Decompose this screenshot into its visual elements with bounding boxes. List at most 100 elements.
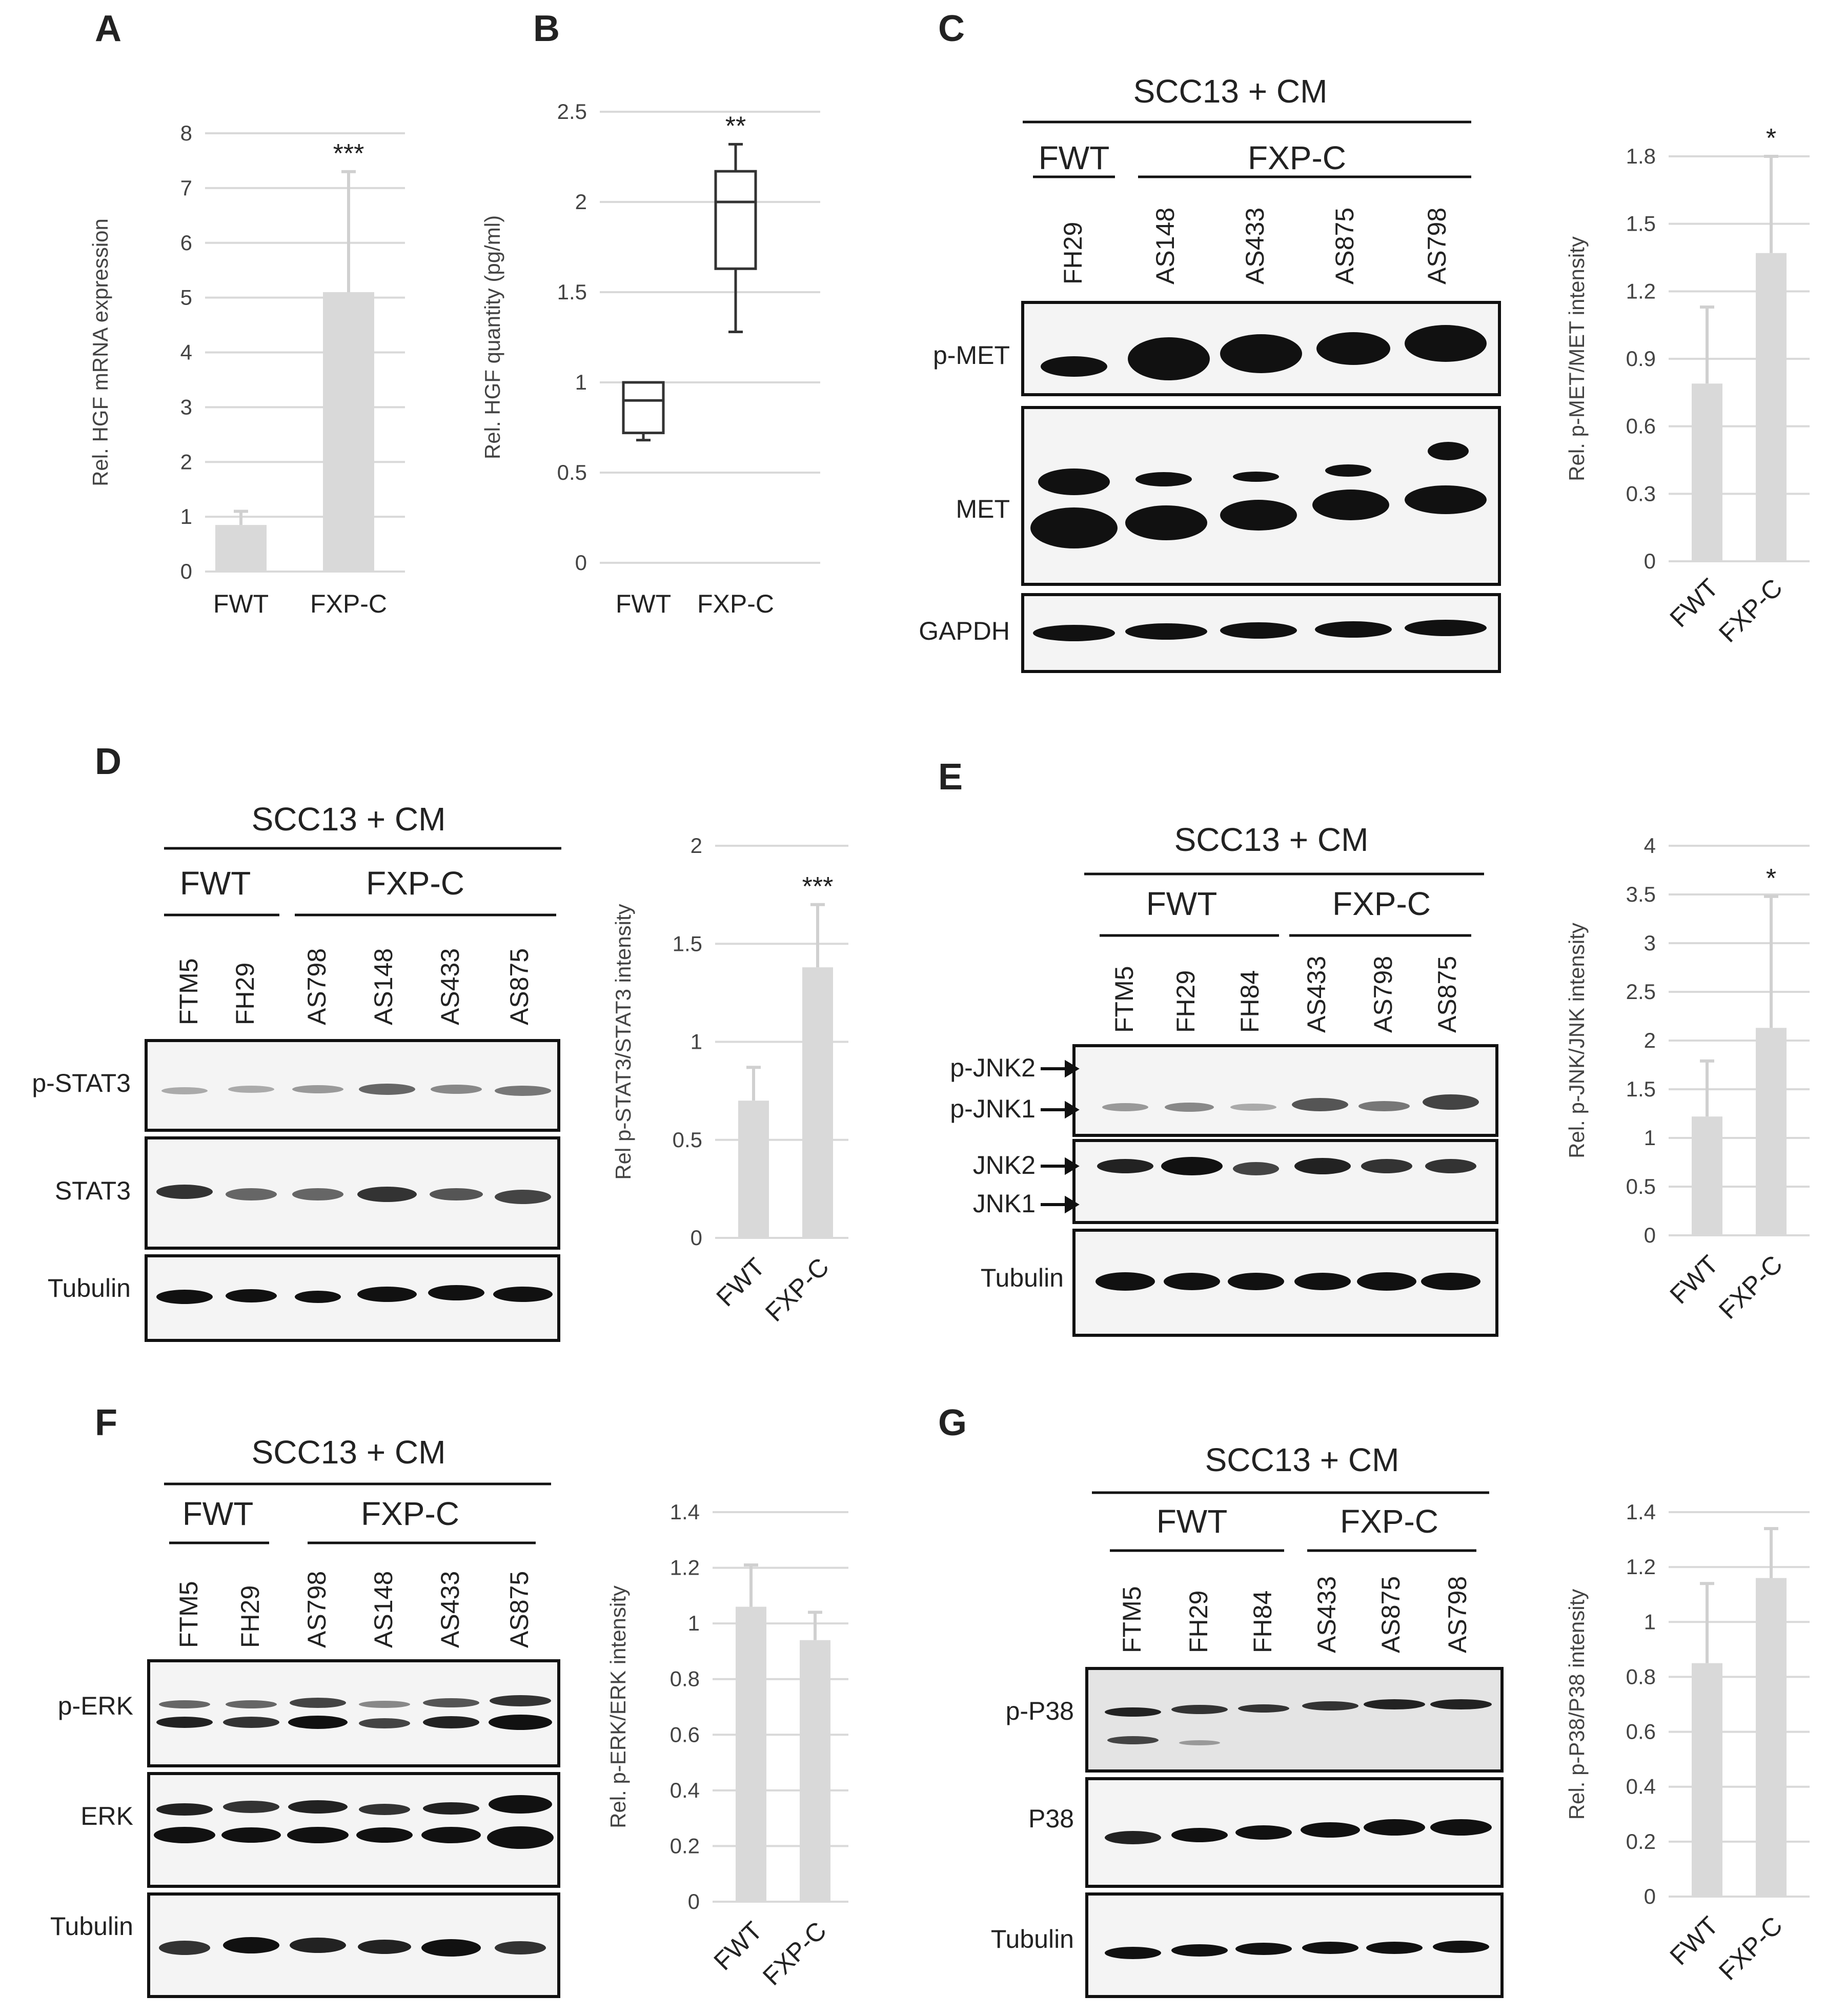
blot-c: SCC13 + CM FWT FXP-C FH29 AS148 AS433 AS… bbox=[919, 73, 1501, 673]
bar bbox=[1692, 383, 1722, 561]
error-bar bbox=[808, 1611, 822, 1640]
y-tick-label: 1.5 bbox=[673, 931, 702, 955]
y-tick-label: 0.5 bbox=[673, 1128, 702, 1152]
blot-g-lane-2: FH29 bbox=[1184, 1591, 1213, 1653]
x-category-label: FWT bbox=[1665, 573, 1724, 633]
bar bbox=[738, 1101, 769, 1238]
blot-e-header: SCC13 + CM bbox=[1174, 821, 1369, 858]
y-tick-label: 4 bbox=[1644, 833, 1656, 858]
x-category-label: FWT bbox=[708, 1916, 768, 1976]
blot-f-group-fxpc: FXP-C bbox=[361, 1495, 459, 1532]
y-tick-label: 0.6 bbox=[1626, 414, 1656, 438]
error-bar bbox=[1764, 155, 1778, 253]
y-tick-label: 1.2 bbox=[1626, 1555, 1656, 1579]
blot-g-protein-2: P38 bbox=[1028, 1804, 1074, 1833]
significance-marker: *** bbox=[802, 872, 834, 902]
significance-marker: * bbox=[1766, 124, 1776, 153]
blot-c-lane-5: AS798 bbox=[1423, 208, 1451, 284]
y-tick-label: 0.9 bbox=[1626, 347, 1656, 371]
error-bar bbox=[744, 1563, 758, 1607]
blot-f-lane-6: AS875 bbox=[505, 1571, 534, 1648]
blot-e-protein-4: JNK1 bbox=[973, 1189, 1036, 1218]
y-tick-label: 0.2 bbox=[1626, 1829, 1656, 1854]
y-tick-label: 0 bbox=[1644, 1223, 1656, 1247]
y-tick-label: 1.2 bbox=[1626, 279, 1656, 303]
significance-marker: *** bbox=[333, 139, 364, 169]
blot-c-lane-1: FH29 bbox=[1059, 222, 1087, 284]
y-tick-label: 1.2 bbox=[670, 1556, 700, 1580]
y-tick-label: 0 bbox=[575, 551, 587, 575]
blot-c-header: SCC13 + CM bbox=[1133, 73, 1328, 110]
blot-f-protein-3: Tubulin bbox=[50, 1912, 133, 1941]
chart-b: 0 0.5 1 1.5 2 2.5 Rel. HGF quantity (pg/ml) FWT… bbox=[480, 99, 820, 618]
x-category-label: FXP-C bbox=[1713, 573, 1788, 648]
blot-e-protein-2: p-JNK1 bbox=[950, 1094, 1036, 1123]
y-tick-label: 1.5 bbox=[1626, 212, 1656, 236]
panel-label-g: G bbox=[938, 1402, 967, 1443]
error-bar bbox=[1700, 306, 1714, 384]
bar bbox=[1692, 1116, 1722, 1235]
y-tick-label: 0.2 bbox=[670, 1834, 700, 1858]
blot-f-lane-2: FH29 bbox=[236, 1585, 265, 1648]
x-category-label: FWT bbox=[1665, 1250, 1724, 1309]
blot-g-protein-3: Tubulin bbox=[991, 1925, 1074, 1953]
blot-c-group-fwt: FWT bbox=[1039, 139, 1110, 176]
blot-c-protein-2: MET bbox=[956, 495, 1010, 523]
blot-c-lane-2: AS148 bbox=[1151, 208, 1180, 284]
blot-c-protein-1: p-MET bbox=[933, 341, 1010, 370]
panel-label-c: C bbox=[938, 8, 965, 49]
y-tick-label: 0.6 bbox=[1626, 1720, 1656, 1744]
chart-e: 0 0.5 1 1.5 2 2.5 3 3.5 4 Rel. p-JNK/JNK intensit… bbox=[1565, 833, 1810, 1325]
blot-e: SCC13 + CM FWT FXP-C FTM5 FH29 FH84 AS43… bbox=[950, 821, 1498, 1337]
box bbox=[714, 170, 757, 270]
y-tick-label: 0 bbox=[688, 1889, 700, 1913]
y-tick-label: 8 bbox=[180, 121, 192, 145]
blot-d-protein-2: STAT3 bbox=[55, 1176, 131, 1205]
box bbox=[622, 381, 665, 435]
x-category-label: FXP-C bbox=[1713, 1250, 1788, 1325]
x-category-label: FXP-C bbox=[310, 589, 387, 618]
y-tick-label: 1 bbox=[1644, 1126, 1656, 1150]
y-tick-label: 0.5 bbox=[557, 460, 587, 484]
y-tick-label: 1.5 bbox=[1626, 1077, 1656, 1101]
y-tick-label: 0.8 bbox=[670, 1667, 700, 1691]
y-axis-label: Rel p-STAT3/STAT3 intensity bbox=[611, 904, 635, 1179]
y-tick-label: 1.5 bbox=[557, 280, 587, 304]
blot-d-protein-1: p-STAT3 bbox=[32, 1069, 131, 1097]
y-axis-label: Rel. p-P38/P38 intensity bbox=[1565, 1589, 1589, 1820]
significance-marker: ** bbox=[725, 111, 746, 141]
blot-f-header: SCC13 + CM bbox=[252, 1434, 446, 1471]
y-tick-label: 2 bbox=[180, 450, 192, 474]
significance-marker: * bbox=[1766, 864, 1776, 893]
chart-g: 0 0.2 0.4 0.6 0.8 1 1.2 1.4 Rel. p-P38/P38 inten… bbox=[1565, 1500, 1810, 1986]
panel-label-d: D bbox=[95, 741, 121, 782]
blot-f-group-fwt: FWT bbox=[182, 1495, 254, 1532]
blot-d-lane-3: AS798 bbox=[302, 948, 331, 1025]
y-tick-label: 3 bbox=[180, 395, 192, 419]
y-tick-label: 0 bbox=[691, 1226, 702, 1250]
bar bbox=[215, 525, 267, 572]
blot-c-lane-4: AS875 bbox=[1330, 208, 1359, 284]
y-tick-label: 2 bbox=[1644, 1028, 1656, 1052]
panel-label-a: A bbox=[95, 8, 121, 49]
chart-c: 0 0.3 0.6 0.9 1.2 1.5 1.8 Rel. p-MET/MET intens… bbox=[1565, 124, 1810, 648]
x-category-label: FWT bbox=[616, 589, 671, 618]
bar bbox=[1692, 1663, 1722, 1897]
y-tick-label: 2 bbox=[575, 190, 587, 214]
y-tick-label: 0 bbox=[1644, 549, 1656, 573]
blot-g-group-fxpc: FXP-C bbox=[1340, 1503, 1438, 1540]
blot-g-lane-1: FTM5 bbox=[1118, 1586, 1146, 1653]
y-tick-label: 4 bbox=[180, 340, 192, 364]
y-tick-label: 1.8 bbox=[1626, 144, 1656, 168]
y-tick-label: 1 bbox=[575, 370, 587, 394]
y-tick-label: 0.6 bbox=[670, 1722, 700, 1746]
chart-d: 0 0.5 1 1.5 2 Rel p-STAT3/STAT3 intensity FWTF… bbox=[611, 833, 848, 1327]
x-category-label: FWT bbox=[1665, 1911, 1724, 1970]
y-tick-label: 2 bbox=[691, 833, 702, 858]
blot-e-lane-1: FTM5 bbox=[1110, 966, 1139, 1033]
blot-f-protein-2: ERK bbox=[80, 1802, 133, 1830]
error-bar bbox=[746, 1066, 761, 1101]
y-tick-label: 1 bbox=[180, 504, 192, 528]
chart-f: 0 0.2 0.4 0.6 0.8 1 1.2 1.4 Rel. p-ERK/ERK inten… bbox=[606, 1500, 848, 1991]
